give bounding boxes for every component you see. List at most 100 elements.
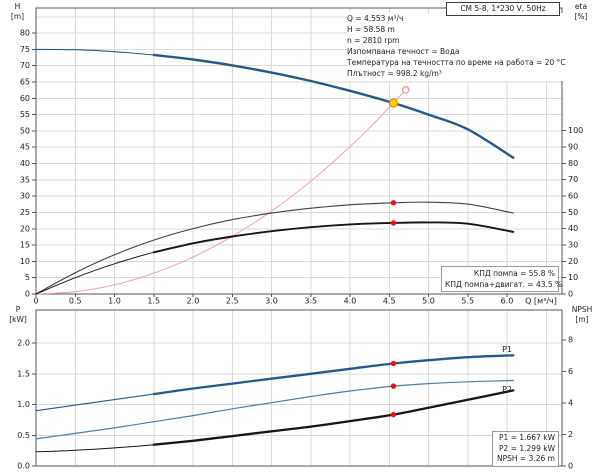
p-axis-title: P [kW] bbox=[4, 305, 32, 325]
x-tick-label: 2.5 bbox=[226, 297, 239, 306]
system-curve bbox=[35, 91, 404, 295]
x-tick-label: 5.0 bbox=[422, 297, 435, 306]
eta-axis-title: eta [%] bbox=[567, 2, 595, 22]
info-flow: Q = 4.553 м³/ч bbox=[347, 14, 404, 23]
npsh-value: NPSH = 3.26 m bbox=[497, 454, 555, 463]
curve-label-p1: P1 bbox=[502, 345, 512, 354]
top-series bbox=[35, 48, 515, 295]
top-yleft-tick-label: 75 bbox=[20, 45, 30, 54]
bottom-series bbox=[35, 354, 515, 453]
x-tick-label: 4.0 bbox=[344, 297, 357, 306]
bottom-yright-tick-label: 4 bbox=[568, 398, 573, 407]
p1-value: P1 = 1.667 kW bbox=[499, 433, 555, 442]
info-temperature: Температура на течността по време на раб… bbox=[347, 58, 566, 67]
p1-curve-main-range bbox=[152, 354, 515, 396]
top-yright-tick-label: 50 bbox=[568, 208, 578, 217]
p2-curve bbox=[35, 379, 514, 440]
h-axis-unit: [m] bbox=[10, 12, 25, 21]
top-yleft-tick-label: 10 bbox=[20, 257, 30, 266]
x-axis-unit-label: Q [м³/ч] bbox=[525, 297, 557, 306]
top-yleft-tick-label: 30 bbox=[20, 192, 30, 201]
x-tick-label: 3.5 bbox=[304, 297, 317, 306]
x-tick-label: 1.5 bbox=[147, 297, 160, 306]
bottom-yright-tick-label: 0 bbox=[568, 462, 573, 471]
hq-curve-main-range bbox=[152, 53, 515, 159]
p2-value: P2 = 1.299 kW bbox=[499, 443, 555, 453]
top-yleft-tick-label: 80 bbox=[20, 29, 30, 38]
info-liquid: Изпомпвана течност = Вода bbox=[347, 47, 460, 56]
top-yright-tick-label: 60 bbox=[568, 191, 578, 200]
eta-axis-unit: [%] bbox=[574, 12, 588, 21]
eta-pump-motor-point bbox=[390, 220, 397, 226]
npsh-curve-main-range bbox=[152, 389, 515, 446]
power-npsh-results-box: P1 = 1.667 kW P2 = 1.299 kW NPSH = 3.26 … bbox=[492, 431, 559, 467]
x-tick-label: 2.0 bbox=[187, 297, 200, 306]
bottom-yright-tick-label: 6 bbox=[568, 367, 573, 376]
x-tick-label: 0.5 bbox=[69, 297, 82, 306]
top-yright-tick-label: 30 bbox=[568, 240, 578, 249]
duty-condition-info: Q = 4.553 м³/ч H = 58.58 m n = 2810 rpm … bbox=[347, 13, 569, 81]
top-yright-tick-label: 100 bbox=[568, 126, 583, 135]
info-head: H = 58.58 m bbox=[347, 25, 395, 34]
top-yright-tick-label: 80 bbox=[568, 159, 578, 168]
bottom-yleft-tick-label: 1.0 bbox=[17, 400, 30, 409]
p1-point bbox=[390, 360, 397, 367]
top-yleft-tick-label: 40 bbox=[20, 159, 30, 168]
npsh-axis-unit: [m] bbox=[575, 315, 589, 324]
top-yright-tick-label: 40 bbox=[568, 224, 578, 233]
top-axis-labels: 0 5 10 15 20 25 30 35 40 45 50 55 60 65 70 75 80 0 10 20 30 4… bbox=[20, 29, 583, 306]
top-yleft-tick-label: 20 bbox=[20, 224, 30, 233]
x-tick-label: 0 bbox=[33, 297, 38, 306]
x-tick-label: 4.5 bbox=[383, 297, 396, 306]
bottom-grid bbox=[36, 310, 562, 466]
eta-pump-motor-curve-main-range bbox=[152, 221, 515, 254]
top-yleft-tick-label: 0 bbox=[25, 290, 30, 299]
x-tick-label: 5.5 bbox=[461, 297, 474, 306]
top-yleft-tick-label: 70 bbox=[20, 61, 30, 70]
top-yleft-tick-label: 55 bbox=[20, 110, 30, 119]
eta-pump-curve bbox=[35, 201, 514, 295]
npsh-curve bbox=[35, 389, 514, 453]
top-yright-tick-label: 0 bbox=[568, 290, 573, 299]
pump-motor-efficiency-value: КПД помпа+двигат. = 43.5 % bbox=[445, 280, 563, 289]
top-yleft-tick-label: 65 bbox=[20, 78, 30, 87]
h-axis-symbol: H bbox=[14, 2, 21, 11]
pump-efficiency-value: КПД помпа = 55.8 % bbox=[473, 269, 555, 278]
p-axis-symbol: P bbox=[15, 305, 21, 314]
p2-point bbox=[390, 383, 397, 389]
top-yleft-tick-label: 15 bbox=[20, 241, 30, 250]
top-yleft-tick-label: 35 bbox=[20, 175, 30, 184]
top-yright-tick-label: 90 bbox=[568, 142, 578, 151]
top-yright-tick-label: 10 bbox=[568, 273, 578, 282]
info-speed: n = 2810 rpm bbox=[347, 36, 400, 45]
h-axis-title: H [m] bbox=[5, 2, 30, 22]
bottom-yright-tick-label: 2 bbox=[568, 430, 573, 439]
x-tick-label: 3.0 bbox=[265, 297, 278, 306]
curve-label-p2: P2 bbox=[502, 385, 512, 394]
top-plot-frame bbox=[35, 7, 563, 295]
eta-axis-symbol: eta bbox=[574, 2, 588, 11]
bottom-axis-labels: 0.0 0.5 1.0 1.5 2.0 0 2 4 6 8 bbox=[17, 335, 573, 470]
bottom-yright-tick-label: 8 bbox=[568, 335, 573, 344]
top-yright-tick-label: 20 bbox=[568, 257, 578, 266]
bottom-yleft-tick-label: 0.5 bbox=[17, 431, 30, 440]
pump-model-title: CM 5-8, 1*230 V, 50Hz bbox=[446, 2, 560, 16]
bottom-yleft-tick-label: 0.0 bbox=[17, 462, 30, 471]
efficiency-results-box: КПД помпа = 55.8 % КПД помпа+двигат. = 4… bbox=[441, 266, 563, 292]
x-tick-label: 1.0 bbox=[108, 297, 121, 306]
top-yright-tick-label: 70 bbox=[568, 175, 578, 184]
top-yleft-tick-label: 60 bbox=[20, 94, 30, 103]
npsh-axis-title: NPSH [m] bbox=[565, 305, 599, 325]
npsh-axis-symbol: NPSH bbox=[571, 305, 593, 314]
info-density: Плътност = 998.2 kg/m³ bbox=[347, 69, 442, 78]
top-yleft-tick-label: 50 bbox=[20, 126, 30, 135]
x-tick-label: 6.0 bbox=[501, 297, 514, 306]
p-axis-unit: [kW] bbox=[9, 315, 27, 324]
duty-point-marker bbox=[388, 98, 399, 108]
requested-duty-marker bbox=[401, 86, 410, 94]
top-yleft-tick-label: 45 bbox=[20, 143, 30, 152]
eta-pump-point bbox=[390, 200, 397, 206]
top-yleft-tick-label: 25 bbox=[20, 208, 30, 217]
bottom-chart: 0.0 0.5 1.0 1.5 2.0 0 2 4 6 8 P1 P2 bbox=[17, 309, 573, 471]
